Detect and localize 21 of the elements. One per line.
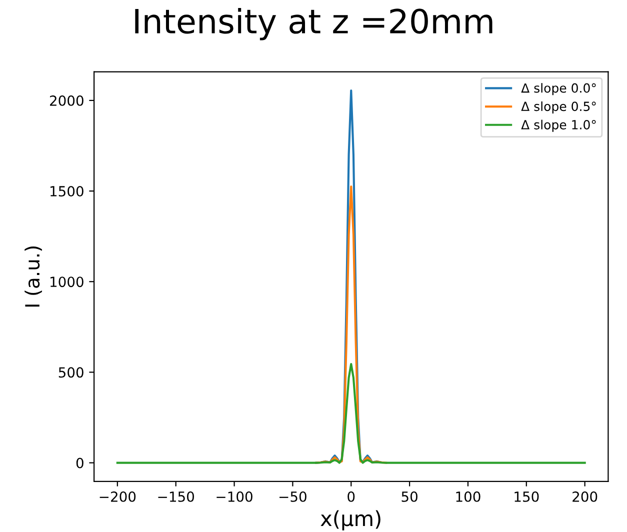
x-tick-label: 0: [348, 491, 355, 502]
y-tick-label: 1000: [50, 276, 84, 288]
line-series: [116, 363, 586, 464]
x-axis-title: x(μm): [320, 510, 380, 530]
y-tick-label: 2000: [50, 95, 84, 106]
x-tick-label: −50: [280, 491, 306, 502]
x-tick-label: 200: [572, 491, 598, 502]
x-tick-label: −150: [158, 491, 194, 502]
chart-title: Intensity at z =20mm: [135, 8, 492, 40]
y-axis-title: I (a.u.): [24, 246, 42, 307]
legend-label: Δ slope 0.5°: [521, 101, 596, 114]
x-tick-label: −200: [100, 491, 136, 502]
x-tick-label: 100: [456, 491, 480, 502]
legend-label: Δ slope 1.0°: [521, 120, 596, 132]
legend-label: Δ slope 0.0°: [521, 83, 596, 96]
y-tick-label: 1500: [50, 186, 84, 197]
x-tick-label: 50: [402, 491, 418, 502]
y-tick-label: 0: [76, 458, 84, 468]
x-tick-label: −100: [216, 491, 252, 502]
y-tick-label: 500: [58, 367, 84, 378]
x-tick-label: 150: [514, 491, 539, 502]
